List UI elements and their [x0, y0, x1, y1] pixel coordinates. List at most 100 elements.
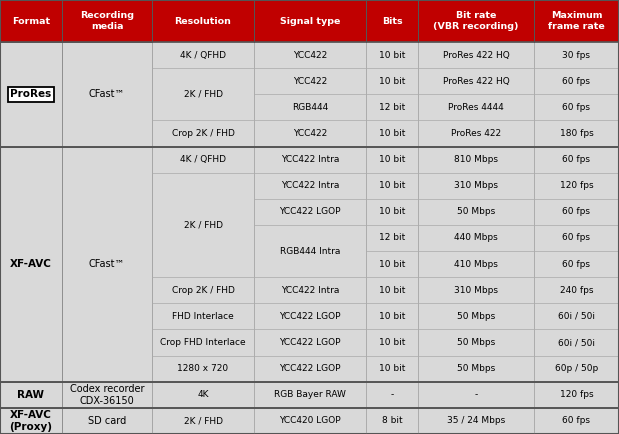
Bar: [254, 199, 366, 225]
Bar: [366, 173, 418, 199]
Bar: [418, 329, 534, 355]
Bar: [254, 68, 366, 94]
Bar: [254, 408, 366, 434]
Bar: [418, 173, 534, 199]
Text: Maximum
frame rate: Maximum frame rate: [548, 11, 605, 31]
Text: YCC422 LGOP: YCC422 LGOP: [279, 338, 340, 347]
Bar: [534, 94, 619, 120]
Bar: [254, 303, 366, 329]
Text: 30 fps: 30 fps: [563, 51, 591, 59]
Bar: [534, 147, 619, 173]
Bar: [366, 42, 418, 68]
Bar: [152, 147, 254, 173]
Bar: [62, 42, 152, 68]
Text: 10 bit: 10 bit: [379, 77, 405, 85]
Bar: [152, 225, 254, 251]
Bar: [152, 277, 254, 303]
Text: 180 fps: 180 fps: [560, 129, 594, 138]
Bar: [0, 199, 62, 225]
Bar: [418, 42, 534, 68]
Bar: [254, 68, 366, 94]
Bar: [0, 355, 62, 382]
Bar: [418, 225, 534, 251]
Text: 50 Mbps: 50 Mbps: [457, 207, 495, 217]
Text: 60i / 50i: 60i / 50i: [558, 338, 595, 347]
Bar: [366, 225, 418, 251]
Text: 10 bit: 10 bit: [379, 338, 405, 347]
Text: Bit rate
(VBR recording): Bit rate (VBR recording): [433, 11, 519, 31]
Bar: [254, 120, 366, 147]
Bar: [418, 251, 534, 277]
Bar: [366, 94, 418, 120]
Bar: [152, 303, 254, 329]
Bar: [152, 382, 254, 408]
Text: 50 Mbps: 50 Mbps: [457, 312, 495, 321]
Bar: [0, 329, 62, 355]
Bar: [0, 382, 62, 408]
Text: YCC422: YCC422: [293, 51, 327, 59]
Text: 12 bit: 12 bit: [379, 233, 405, 243]
Text: Resolution: Resolution: [175, 16, 232, 26]
Bar: [152, 42, 254, 68]
Bar: [254, 277, 366, 303]
Bar: [534, 120, 619, 147]
Bar: [62, 382, 152, 408]
Bar: [366, 355, 418, 382]
Bar: [254, 225, 366, 251]
Bar: [366, 382, 418, 408]
Bar: [152, 147, 254, 173]
Bar: [534, 173, 619, 199]
Text: CFast™: CFast™: [89, 259, 125, 269]
Bar: [366, 42, 418, 68]
Bar: [366, 408, 418, 434]
Text: 50 Mbps: 50 Mbps: [457, 364, 495, 373]
Bar: [418, 147, 534, 173]
Text: 440 Mbps: 440 Mbps: [454, 233, 498, 243]
Text: 10 bit: 10 bit: [379, 51, 405, 59]
Text: 2K / FHD: 2K / FHD: [183, 220, 222, 230]
Text: ProRes 422: ProRes 422: [451, 129, 501, 138]
Bar: [254, 173, 366, 199]
Text: 10 bit: 10 bit: [379, 181, 405, 190]
Text: 8 bit: 8 bit: [382, 417, 402, 425]
Bar: [0, 408, 62, 434]
Text: XF-AVC
(Proxy): XF-AVC (Proxy): [9, 410, 53, 432]
Bar: [366, 147, 418, 173]
Bar: [534, 251, 619, 277]
Text: Recording
media: Recording media: [80, 11, 134, 31]
Text: Signal type: Signal type: [280, 16, 340, 26]
Bar: [254, 382, 366, 408]
Bar: [418, 408, 534, 434]
Bar: [418, 355, 534, 382]
Bar: [152, 355, 254, 382]
Text: -: -: [474, 390, 478, 399]
Text: ProRes: ProRes: [11, 89, 51, 99]
Bar: [0, 303, 62, 329]
Bar: [366, 355, 418, 382]
Text: Crop FHD Interlace: Crop FHD Interlace: [160, 338, 246, 347]
Bar: [152, 0, 254, 42]
Bar: [0, 68, 62, 94]
Bar: [418, 251, 534, 277]
Text: CFast™: CFast™: [89, 89, 125, 99]
Text: Crop 2K / FHD: Crop 2K / FHD: [171, 286, 235, 295]
Bar: [254, 355, 366, 382]
Bar: [366, 303, 418, 329]
Bar: [534, 173, 619, 199]
Bar: [62, 382, 152, 408]
Bar: [366, 251, 418, 277]
Bar: [534, 277, 619, 303]
Bar: [152, 251, 254, 277]
Bar: [418, 94, 534, 120]
Bar: [534, 120, 619, 147]
Bar: [418, 42, 534, 68]
Text: SD card: SD card: [88, 416, 126, 426]
Text: Bits: Bits: [382, 16, 402, 26]
Bar: [254, 94, 366, 120]
Text: Format: Format: [12, 16, 50, 26]
Bar: [152, 408, 254, 434]
Bar: [62, 120, 152, 147]
Bar: [254, 329, 366, 355]
Text: 10 bit: 10 bit: [379, 207, 405, 217]
Bar: [534, 408, 619, 434]
